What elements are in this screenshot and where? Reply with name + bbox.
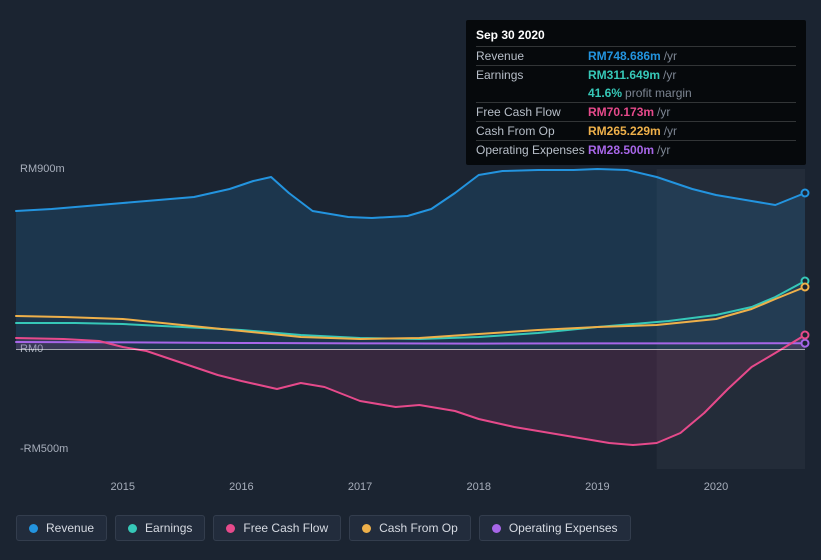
tooltip-row: Cash From OpRM265.229m/yr (476, 121, 796, 140)
legend-item-cfo[interactable]: Cash From Op (349, 515, 471, 541)
legend-item-earnings[interactable]: Earnings (115, 515, 205, 541)
chart-area[interactable]: RM900mRM0-RM500m 20152016201720182019202… (16, 155, 805, 490)
legend-item-opex[interactable]: Operating Expenses (479, 515, 631, 541)
legend-dot-icon (362, 524, 371, 533)
chart-legend: Revenue Earnings Free Cash Flow Cash From O… (16, 515, 631, 541)
tooltip-row: EarningsRM311.649m/yr (476, 65, 796, 84)
legend-dot-icon (128, 524, 137, 533)
legend-label: Earnings (145, 521, 192, 535)
legend-dot-icon (29, 524, 38, 533)
tooltip-row: Free Cash FlowRM70.173m/yr (476, 102, 796, 121)
legend-dot-icon (492, 524, 501, 533)
tooltip-suffix: /yr (663, 68, 676, 82)
legend-item-revenue[interactable]: Revenue (16, 515, 107, 541)
x-axis-label: 2020 (704, 481, 728, 493)
legend-item-fcf[interactable]: Free Cash Flow (213, 515, 341, 541)
legend-dot-icon (226, 524, 235, 533)
tooltip-value: RM70.173m (588, 105, 654, 119)
tooltip-suffix: /yr (657, 105, 670, 119)
tooltip-label: Revenue (476, 49, 588, 63)
tooltip-label: Cash From Op (476, 124, 588, 138)
x-axis-label: 2018 (466, 481, 490, 493)
legend-label: Free Cash Flow (243, 521, 328, 535)
tooltip-value: RM748.686m (588, 49, 661, 63)
tooltip-suffix: /yr (664, 49, 677, 63)
tooltip-value: RM265.229m (588, 124, 661, 138)
x-axis-label: 2017 (348, 481, 372, 493)
tooltip-date: Sep 30 2020 (476, 26, 796, 46)
zero-axis-line (16, 349, 805, 350)
tooltip-label: Free Cash Flow (476, 105, 588, 119)
series-marker-opex (802, 340, 809, 347)
legend-label: Operating Expenses (509, 521, 618, 535)
series-marker-revenue (802, 190, 809, 197)
x-axis-label: 2015 (111, 481, 135, 493)
tooltip-suffix: /yr (664, 124, 677, 138)
legend-label: Cash From Op (379, 521, 458, 535)
x-axis-label: 2019 (585, 481, 609, 493)
chart-plot (16, 169, 805, 469)
tooltip-row: RevenueRM748.686m/yr (476, 46, 796, 65)
series-marker-cfo (802, 284, 809, 291)
tooltip-suffix: profit margin (625, 86, 692, 100)
legend-label: Revenue (46, 521, 94, 535)
tooltip-label: Earnings (476, 68, 588, 82)
tooltip-row: 41.6%profit margin (476, 84, 796, 102)
tooltip-panel: Sep 30 2020 RevenueRM748.686m/yrEarnings… (466, 20, 806, 165)
x-axis-label: 2016 (229, 481, 253, 493)
series-marker-fcf (802, 332, 809, 339)
tooltip-value: 41.6% (588, 86, 622, 100)
tooltip-value: RM311.649m (588, 68, 660, 82)
